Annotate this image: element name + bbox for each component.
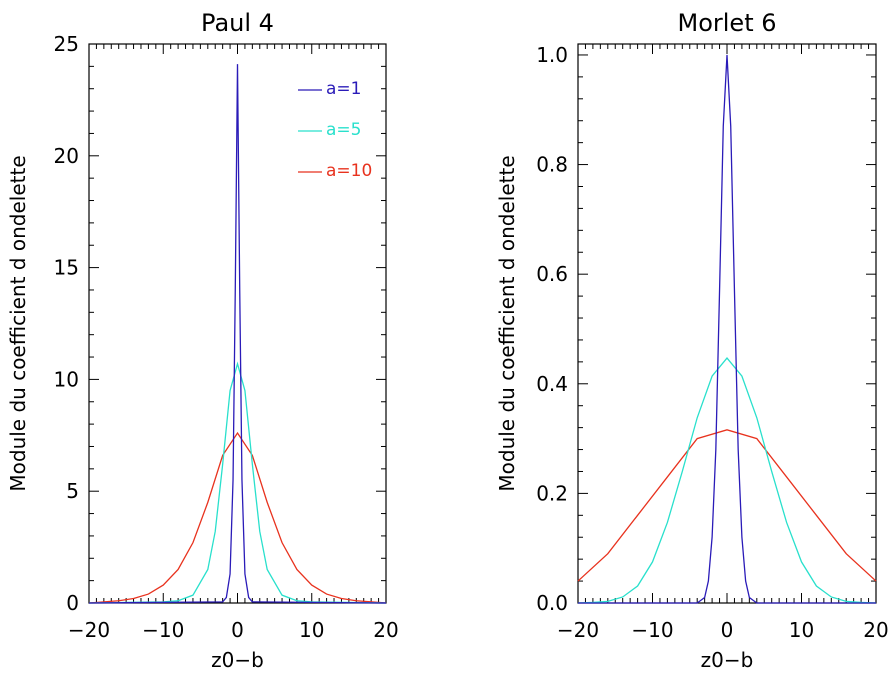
legend-label: a=5 bbox=[326, 120, 361, 140]
x-tick-label: −10 bbox=[142, 618, 184, 642]
x-tick-label: −10 bbox=[631, 618, 673, 642]
legend-label: a=10 bbox=[326, 161, 372, 181]
y-tick-label: 5 bbox=[66, 479, 79, 503]
x-tick-label: −20 bbox=[68, 618, 110, 642]
series-line-a-10 bbox=[88, 431, 387, 604]
x-tick-label: 10 bbox=[789, 618, 814, 642]
x-tick-label: 20 bbox=[373, 618, 398, 642]
series-line-a-10 bbox=[577, 429, 877, 582]
x-tick-label: 20 bbox=[863, 618, 888, 642]
y-tick-label: 20 bbox=[54, 144, 79, 168]
chart-title: Morlet 6 bbox=[678, 9, 777, 37]
series-line-a-5 bbox=[88, 361, 387, 604]
chart-panel-1: Paul 4 −20 −10 0 10 20 0 5 10 15 20 25 z0−b Module du… bbox=[6, 9, 399, 672]
x-axis-label: z0−b bbox=[211, 648, 264, 672]
series-line-a-1 bbox=[578, 54, 876, 604]
y-tick-label: 0.4 bbox=[536, 372, 568, 396]
plot-frame bbox=[577, 43, 877, 604]
chart-title: Paul 4 bbox=[201, 9, 274, 37]
y-tick-label: 0.2 bbox=[536, 481, 568, 505]
x-tick-label: 10 bbox=[299, 618, 324, 642]
x-tick-label: 0 bbox=[721, 618, 734, 642]
y-tick-label: 0.0 bbox=[536, 591, 568, 615]
y-axis-label: Module du coefficient d ondelette bbox=[6, 155, 30, 491]
series-line-a-1 bbox=[88, 64, 387, 604]
x-tick-label: 0 bbox=[231, 618, 244, 642]
y-tick-label: 0.6 bbox=[536, 262, 568, 286]
y-tick-label: 15 bbox=[54, 256, 79, 280]
legend-label: a=1 bbox=[326, 79, 361, 99]
legend: a=1 a=5 a=10 bbox=[298, 79, 372, 181]
series-line-a-5 bbox=[577, 357, 877, 604]
y-tick-label: 1.0 bbox=[536, 43, 568, 67]
y-tick-label: 25 bbox=[54, 32, 79, 56]
y-tick-label: 0 bbox=[66, 591, 79, 615]
y-axis-label: Module du coefficient d ondelette bbox=[495, 155, 519, 491]
chart-panel-2: Morlet 6 −20 −10 0 10 20 0.0 0.2 0.4 0.6 0.8 1.0 z0−… bbox=[495, 9, 889, 672]
y-tick-label: 10 bbox=[54, 367, 79, 391]
y-tick-label: 0.8 bbox=[536, 153, 568, 177]
x-tick-label: −20 bbox=[557, 618, 599, 642]
x-axis-label: z0−b bbox=[701, 648, 754, 672]
